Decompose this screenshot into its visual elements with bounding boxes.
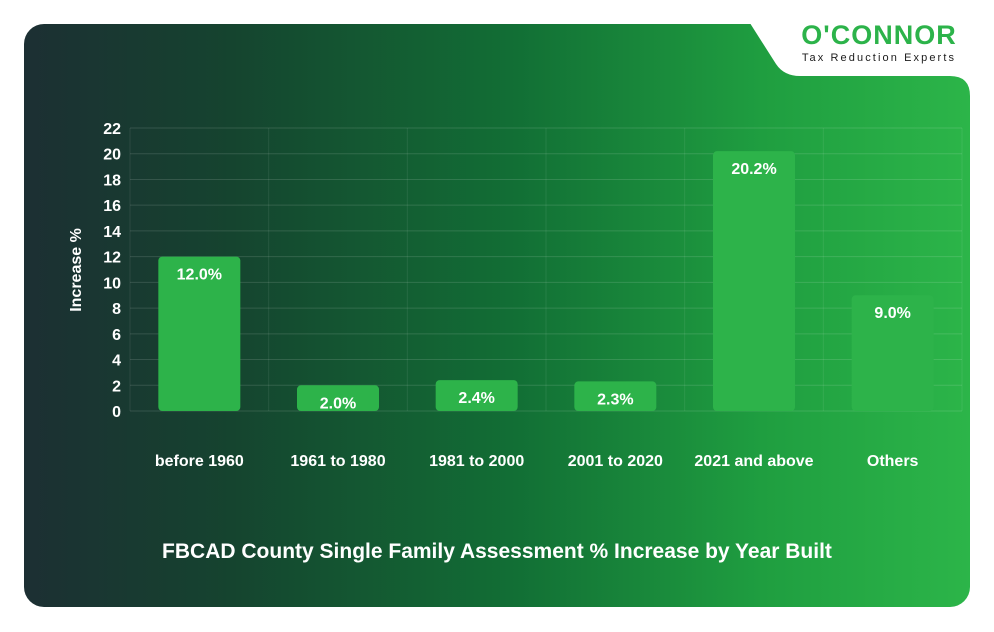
data-label: 2.4% xyxy=(458,390,494,407)
brand-name: O'CONNOR xyxy=(801,20,957,50)
y-tick-label: 4 xyxy=(112,353,121,370)
data-label: 20.2% xyxy=(731,161,776,178)
brand-tagline: Tax Reduction Experts xyxy=(801,52,957,64)
y-tick-label: 2 xyxy=(112,378,121,395)
x-tick-label: 2021 and above xyxy=(694,453,813,470)
x-tick-label: before 1960 xyxy=(155,453,244,470)
x-tick-label: 2001 to 2020 xyxy=(568,453,663,470)
y-tick-label: 10 xyxy=(103,275,121,292)
bar xyxy=(297,385,379,411)
y-tick-label: 6 xyxy=(112,327,121,344)
y-tick-label: 22 xyxy=(103,121,121,138)
x-tick-label: 1961 to 1980 xyxy=(290,453,385,470)
y-tick-label: 16 xyxy=(103,198,121,215)
bar xyxy=(574,381,657,411)
oconnor-logo[interactable]: O'CONNOR Tax Reduction Experts xyxy=(786,20,972,68)
y-tick-label: 18 xyxy=(103,172,121,189)
y-tick-label: 20 xyxy=(103,147,121,164)
y-tick-label: 8 xyxy=(112,301,121,318)
data-label: 2.3% xyxy=(597,391,633,408)
bar xyxy=(435,380,518,411)
data-label: 12.0% xyxy=(177,267,222,284)
y-tick-label: 0 xyxy=(112,404,121,421)
y-tick-label: 14 xyxy=(103,224,121,241)
x-tick-label: Others xyxy=(867,453,919,470)
y-tick-label: 12 xyxy=(103,250,121,267)
chart-title: FBCAD County Single Family Assessment % … xyxy=(162,540,832,563)
x-tick-label: 1981 to 2000 xyxy=(429,453,524,470)
data-label: 2.0% xyxy=(320,395,356,412)
bar xyxy=(851,295,934,411)
bar xyxy=(713,151,795,411)
bar xyxy=(158,256,241,411)
y-axis-label: Increase % xyxy=(68,228,85,312)
data-label: 9.0% xyxy=(874,305,910,322)
